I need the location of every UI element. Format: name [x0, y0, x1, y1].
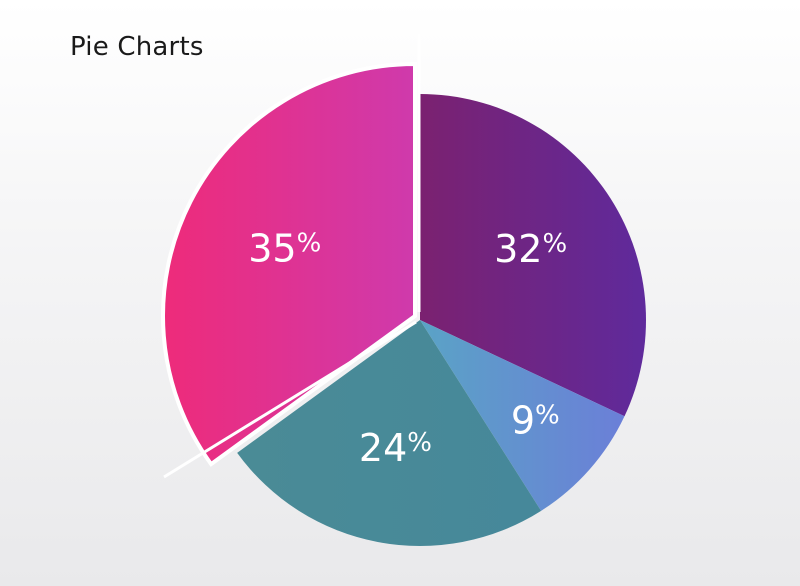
pie-slice-24pct — [237, 320, 542, 547]
slice-label-32pct: 32% — [494, 227, 567, 271]
pie-labels: 32% 9% 24% 35% — [248, 227, 567, 470]
pie-slices — [161, 34, 646, 547]
slice-label-24pct: 24% — [359, 426, 432, 470]
slice-label-35pct: 35% — [248, 227, 321, 271]
pie-slice-9pct — [420, 320, 625, 511]
pie-slice-32pct — [420, 94, 646, 417]
separator-line-left — [163, 320, 417, 479]
chart-title: Pie Charts — [70, 32, 204, 62]
slice-label-9pct: 9% — [511, 399, 560, 443]
pie-slice-35pct — [161, 61, 417, 467]
